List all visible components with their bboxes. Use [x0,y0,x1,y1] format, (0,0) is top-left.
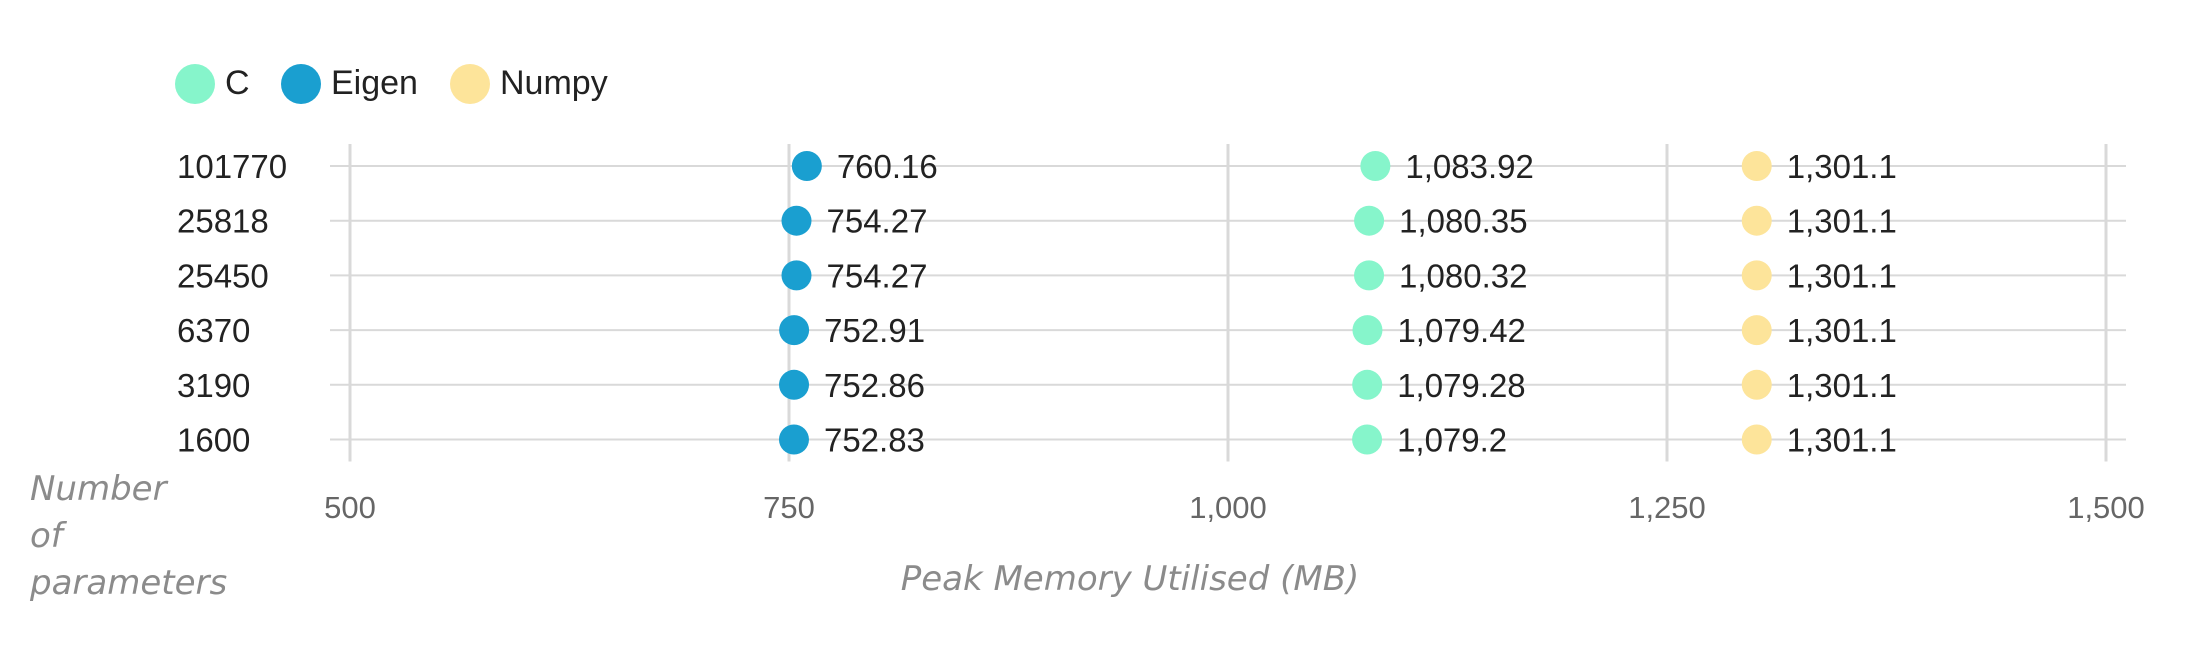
data-points [778,151,1772,455]
value-labels: 1,083.92 1,080.35 1,080.32 1,079.42 1,079.28… [824,148,1897,459]
x-tick-label-500: 500 [324,490,376,525]
category-label-101770: 101770 [177,148,287,185]
y-axis-title-line-2: of [30,516,68,556]
category-label-1600: 1600 [177,422,250,459]
x-tick-label-750: 750 [763,490,815,525]
x-axis-title: Peak Memory Utilised (MB) [901,559,1360,599]
category-labels: 101770 25818 25450 6370 3190 1600 [177,148,287,459]
point-eigen-1600 [778,424,809,455]
value-label-numpy-1600: 1,301.1 [1787,422,1897,459]
y-axis-title-line-3: parameters [29,563,227,603]
legend-marker-numpy [450,64,490,104]
value-label-eigen-25450: 754.27 [826,257,927,294]
legend: C Eigen Numpy [175,64,608,104]
value-label-numpy-3190: 1,301.1 [1787,367,1897,404]
legend-label-numpy: Numpy [500,64,608,102]
point-eigen-25450 [781,260,812,291]
category-label-25450: 25450 [177,257,269,294]
value-label-numpy-25818: 1,301.1 [1787,203,1897,240]
y-axis-title-line-1: Number [30,469,169,509]
point-c-1600 [1352,424,1383,455]
y-axis-title: Number of parameters [29,469,227,603]
point-numpy-25450 [1741,260,1772,291]
value-label-c-6370: 1,079.42 [1397,312,1525,349]
value-label-c-3190: 1,079.28 [1397,367,1525,404]
value-label-eigen-3190: 752.86 [824,367,925,404]
category-label-6370: 6370 [177,312,250,349]
x-tick-label-1,250: 1,250 [1628,490,1706,525]
x-tick-label-1,000: 1,000 [1189,490,1267,525]
point-eigen-25818 [781,205,812,236]
point-c-25818 [1354,205,1385,236]
grid-lines [330,144,2126,462]
legend-marker-c [175,64,215,104]
point-numpy-1600 [1741,424,1772,455]
point-eigen-6370 [779,315,810,346]
point-c-6370 [1352,315,1383,346]
value-label-eigen-25818: 754.27 [826,203,927,240]
legend-label-c: C [225,64,250,102]
value-label-eigen-101770: 760.16 [837,148,938,185]
category-label-25818: 25818 [177,203,269,240]
x-axis-ticks: 500 750 1,000 1,250 1,500 [324,490,2145,525]
point-c-25450 [1354,260,1385,291]
legend-label-eigen: Eigen [331,64,418,102]
point-c-101770 [1360,151,1391,181]
point-numpy-3190 [1741,369,1772,400]
value-label-numpy-25450: 1,301.1 [1787,257,1897,294]
point-c-3190 [1352,369,1383,400]
x-tick-label-1,500: 1,500 [2067,490,2145,525]
value-label-eigen-6370: 752.91 [824,312,925,349]
point-numpy-101770 [1741,151,1772,181]
value-label-c-1600: 1,079.2 [1397,422,1507,459]
point-numpy-25818 [1741,205,1772,236]
value-label-c-25818: 1,080.35 [1399,203,1527,240]
legend-marker-eigen [281,64,321,104]
point-numpy-6370 [1741,315,1772,346]
value-label-c-25450: 1,080.32 [1399,257,1527,294]
value-label-numpy-6370: 1,301.1 [1787,312,1897,349]
category-label-3190: 3190 [177,367,250,404]
point-eigen-101770 [791,151,822,181]
axis-titles: Peak Memory Utilised (MB) Number of paramet… [29,469,1359,603]
value-label-numpy-101770: 1,301.1 [1787,148,1897,185]
value-label-eigen-1600: 752.83 [824,422,925,459]
point-eigen-3190 [779,369,810,400]
value-label-c-101770: 1,083.92 [1405,148,1533,185]
